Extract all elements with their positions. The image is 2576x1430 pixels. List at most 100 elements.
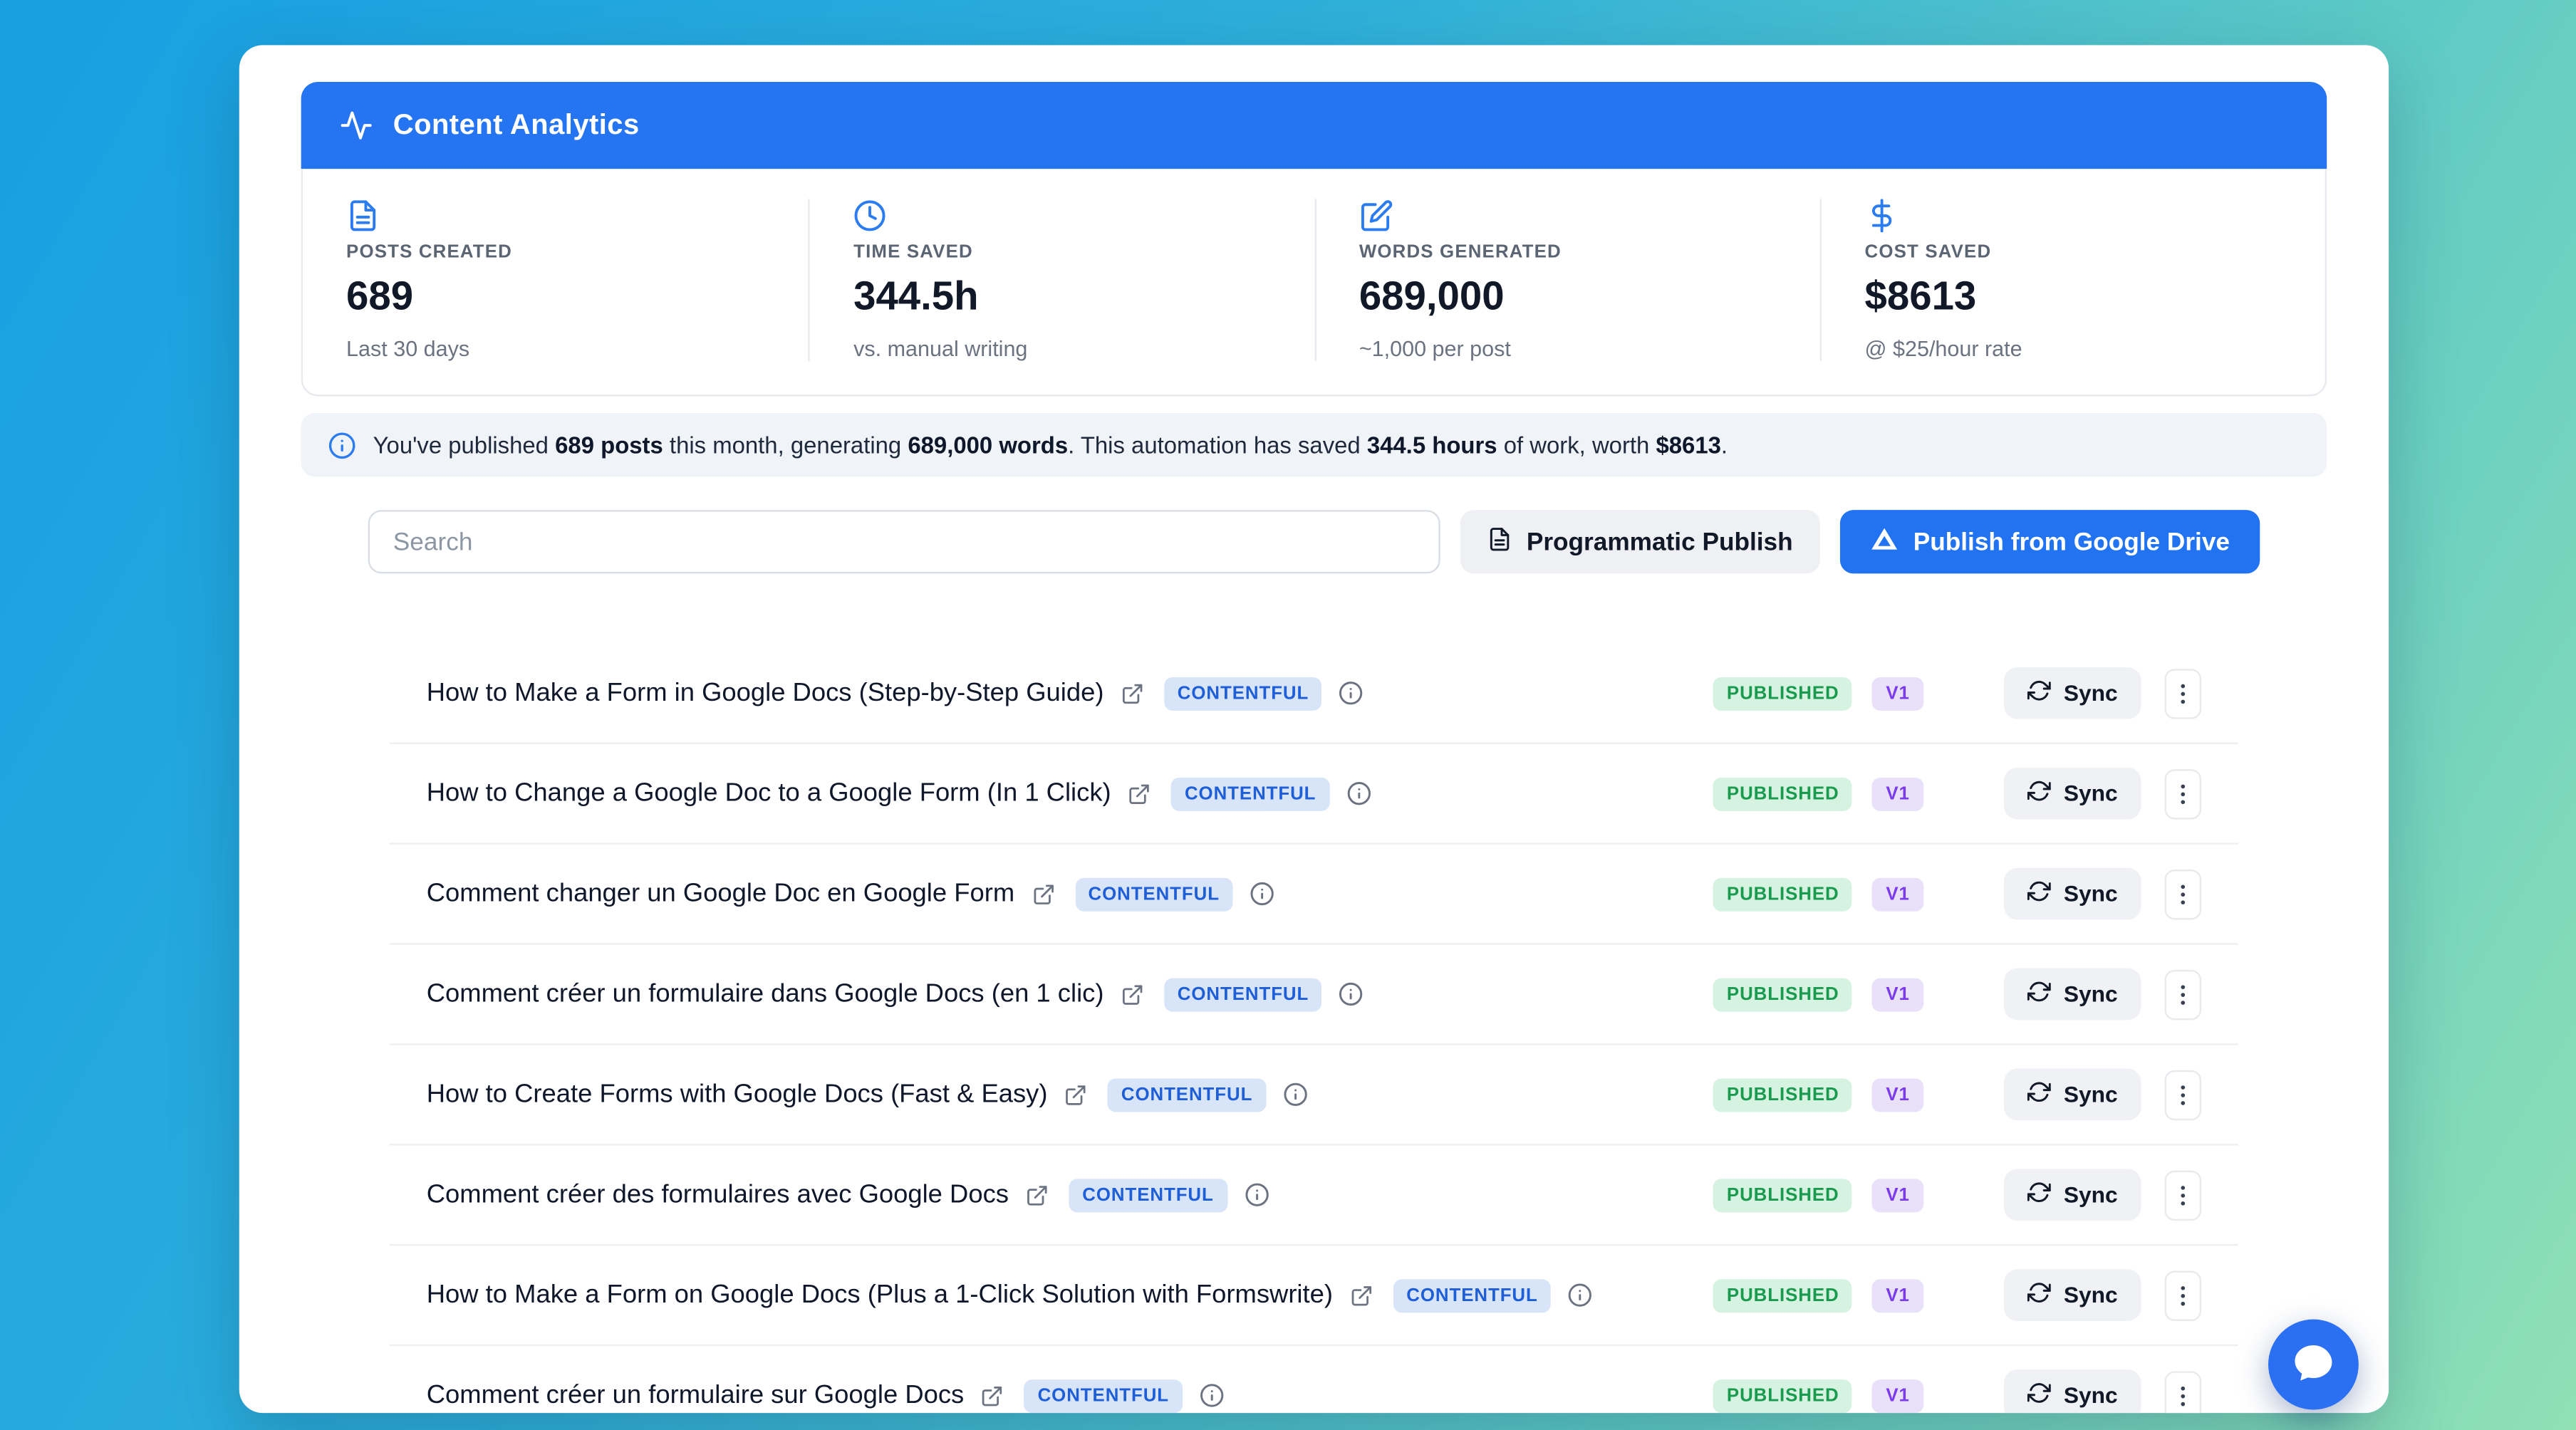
kebab-menu-button[interactable] — [2164, 768, 2202, 819]
post-row: How to Change a Google Doc to a Google F… — [390, 744, 2238, 845]
sync-button[interactable]: Sync — [2003, 867, 2141, 920]
status-badge: PUBLISHED — [1713, 1077, 1853, 1112]
content-analytics-panel: Content Analytics POSTS CREATED 689 Last… — [239, 45, 2389, 1414]
summary-banner: You've published 689 posts this month, g… — [301, 412, 2327, 477]
page-title: Content Analytics — [393, 108, 640, 141]
info-icon[interactable] — [1568, 1283, 1593, 1308]
stat-subtext: Last 30 days — [346, 335, 470, 362]
status-badge: PUBLISHED — [1713, 676, 1853, 710]
info-icon[interactable] — [1244, 1182, 1269, 1207]
info-icon[interactable] — [1339, 681, 1364, 706]
post-title: Comment créer un formulaire sur Google D… — [426, 1380, 965, 1409]
sync-button[interactable]: Sync — [2003, 1068, 2141, 1121]
sync-button[interactable]: Sync — [2003, 968, 2141, 1021]
refresh-icon — [2027, 779, 2051, 808]
source-badge: CONTENTFUL — [1393, 1278, 1552, 1312]
post-row: Comment changer un Google Doc en Google … — [390, 845, 2238, 945]
sync-button[interactable]: Sync — [2003, 1369, 2141, 1414]
kebab-menu-button[interactable] — [2164, 1169, 2202, 1220]
refresh-icon — [2027, 1382, 2051, 1410]
info-icon[interactable] — [1339, 981, 1364, 1006]
info-icon[interactable] — [1250, 881, 1274, 906]
stat-value: 344.5h — [853, 274, 979, 320]
external-link-icon[interactable] — [1128, 782, 1151, 805]
source-badge: CONTENTFUL — [1171, 776, 1330, 810]
summary-text: You've published 689 posts this month, g… — [373, 431, 1728, 459]
external-link-icon[interactable] — [1025, 1183, 1049, 1206]
programmatic-publish-button[interactable]: Programmatic Publish — [1459, 510, 1820, 574]
sync-button[interactable]: Sync — [2003, 1269, 2141, 1321]
post-title: How to Create Forms with Google Docs (Fa… — [426, 1079, 1048, 1108]
kebab-menu-button[interactable] — [2164, 1270, 2202, 1320]
sync-label: Sync — [2063, 1382, 2118, 1409]
version-badge: V1 — [1872, 1178, 1923, 1212]
stat-value: $8613 — [1864, 274, 1977, 320]
version-badge: V1 — [1872, 1379, 1923, 1412]
post-title: How to Make a Form in Google Docs (Step-… — [426, 678, 1104, 707]
dollar-icon — [1865, 199, 1899, 233]
sync-button[interactable]: Sync — [2003, 667, 2141, 719]
sync-button[interactable]: Sync — [2003, 1169, 2141, 1221]
search-input[interactable] — [368, 510, 1440, 574]
external-link-icon[interactable] — [1064, 1082, 1088, 1106]
file-icon — [1486, 526, 1511, 558]
external-link-icon[interactable] — [1349, 1283, 1373, 1307]
kebab-menu-button[interactable] — [2164, 868, 2202, 919]
status-badge: PUBLISHED — [1713, 1379, 1853, 1412]
stat-time-saved: TIME SAVED 344.5h vs. manual writing — [808, 199, 1314, 362]
sync-label: Sync — [2063, 981, 2118, 1007]
chat-icon — [2290, 1339, 2337, 1391]
programmatic-publish-label: Programmatic Publish — [1526, 527, 1793, 556]
post-row: How to Make a Form on Google Docs (Plus … — [390, 1246, 2238, 1347]
panel-header: Content Analytics — [301, 82, 2327, 169]
status-badge: PUBLISHED — [1713, 776, 1853, 810]
clock-icon — [853, 199, 887, 232]
status-badge: PUBLISHED — [1713, 877, 1853, 911]
activity-icon — [340, 109, 373, 142]
publish-from-drive-button[interactable]: Publish from Google Drive — [1839, 510, 2260, 574]
kebab-menu-button[interactable] — [2164, 1069, 2202, 1120]
sync-button[interactable]: Sync — [2003, 767, 2141, 820]
source-badge: CONTENTFUL — [1164, 676, 1323, 710]
info-icon[interactable] — [1283, 1082, 1308, 1107]
stat-subtext: ~1,000 per post — [1359, 335, 1511, 362]
post-list: How to Make a Form in Google Docs (Step-… — [390, 644, 2238, 1414]
sync-label: Sync — [2063, 1082, 2118, 1107]
toolbar: Programmatic Publish Publish from Google… — [368, 510, 2260, 574]
sync-label: Sync — [2063, 1282, 2118, 1308]
version-badge: V1 — [1872, 676, 1923, 710]
refresh-icon — [2027, 1281, 2051, 1310]
sync-label: Sync — [2063, 881, 2118, 907]
kebab-menu-button[interactable] — [2164, 1370, 2202, 1414]
external-link-icon[interactable] — [981, 1384, 1004, 1407]
post-title: How to Make a Form on Google Docs (Plus … — [426, 1280, 1333, 1309]
version-badge: V1 — [1872, 1077, 1923, 1112]
refresh-icon — [2027, 980, 2051, 1008]
post-row: How to Make a Form in Google Docs (Step-… — [390, 644, 2238, 744]
stat-words-generated: WORDS GENERATED 689,000 ~1,000 per post — [1314, 199, 1819, 362]
stat-subtext: @ $25/hour rate — [1864, 335, 2022, 362]
external-link-icon[interactable] — [1121, 682, 1144, 705]
stat-label: WORDS GENERATED — [1359, 242, 1562, 263]
stat-value: 689 — [346, 274, 414, 320]
external-link-icon[interactable] — [1032, 882, 1055, 906]
kebab-menu-button[interactable] — [2164, 668, 2202, 719]
sync-label: Sync — [2063, 1182, 2118, 1208]
edit-icon — [1359, 199, 1393, 232]
publish-from-drive-label: Publish from Google Drive — [1913, 527, 2230, 556]
status-badge: PUBLISHED — [1713, 977, 1853, 1011]
status-badge: PUBLISHED — [1713, 1178, 1853, 1212]
info-icon[interactable] — [1346, 781, 1371, 806]
info-icon[interactable] — [1199, 1383, 1224, 1408]
stat-label: POSTS CREATED — [346, 242, 512, 263]
version-badge: V1 — [1872, 1278, 1923, 1312]
info-icon — [328, 431, 356, 459]
external-link-icon[interactable] — [1121, 983, 1144, 1006]
chat-widget-button[interactable] — [2268, 1319, 2359, 1410]
version-badge: V1 — [1872, 776, 1923, 810]
kebab-menu-button[interactable] — [2164, 969, 2202, 1020]
post-row: Comment créer un formulaire sur Google D… — [390, 1346, 2238, 1414]
status-badge: PUBLISHED — [1713, 1278, 1853, 1312]
post-row: How to Create Forms with Google Docs (Fa… — [390, 1045, 2238, 1146]
